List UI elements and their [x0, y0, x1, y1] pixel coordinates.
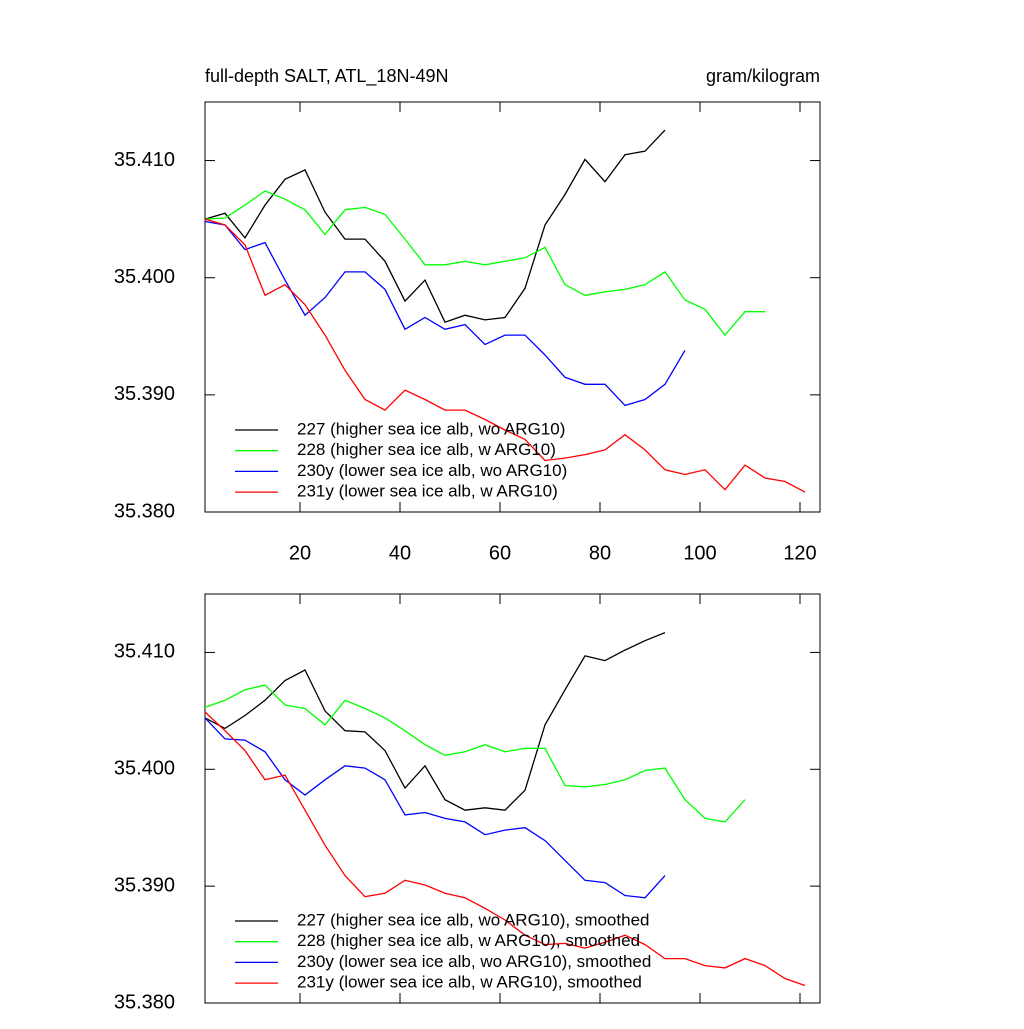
- legend-label: 230y (lower sea ice alb, wo ARG10), smoo…: [297, 952, 651, 971]
- x-tick-label: 40: [389, 542, 411, 564]
- series-line: [204, 684, 746, 823]
- y-tick-label: 35.390: [114, 383, 175, 405]
- legend-label: 227 (higher sea ice alb, wo ARG10): [297, 419, 565, 438]
- series-line: [204, 220, 686, 407]
- legend-label: 231y (lower sea ice alb, w ARG10): [297, 482, 558, 501]
- legend-label: 228 (higher sea ice alb, w ARG10): [297, 440, 556, 459]
- y-tick-label: 35.390: [114, 874, 175, 896]
- legend-label: 228 (higher sea ice alb, w ARG10), smoot…: [297, 931, 640, 950]
- series-line: [204, 711, 806, 987]
- plot-frame: [204, 593, 821, 1004]
- series-line: [204, 218, 806, 493]
- y-tick-label: 35.410: [114, 149, 175, 171]
- series-line: [204, 129, 666, 324]
- plot-frame: [204, 101, 821, 513]
- series-line: [204, 717, 666, 899]
- legend-label: 231y (lower sea ice alb, w ARG10), smoot…: [297, 973, 642, 992]
- x-tick-label: 120: [783, 542, 816, 564]
- y-tick-label: 35.400: [114, 266, 175, 288]
- series-line: [204, 190, 765, 337]
- legend-label: 227 (higher sea ice alb, wo ARG10), smoo…: [297, 910, 649, 929]
- series-line: [204, 631, 666, 811]
- x-tick-label: 100: [683, 542, 716, 564]
- y-tick-label: 35.380: [114, 500, 175, 522]
- legend-label: 230y (lower sea ice alb, wo ARG10): [297, 461, 567, 480]
- x-tick-label: 80: [589, 542, 611, 564]
- y-tick-label: 35.410: [114, 641, 175, 663]
- y-tick-label: 35.380: [114, 991, 175, 1013]
- y-tick-label: 35.400: [114, 758, 175, 780]
- x-tick-label: 20: [289, 542, 311, 564]
- x-tick-label: 60: [489, 542, 511, 564]
- units-label: gram/kilogram: [706, 66, 820, 86]
- chart-title: full-depth SALT, ATL_18N-49N: [205, 66, 448, 87]
